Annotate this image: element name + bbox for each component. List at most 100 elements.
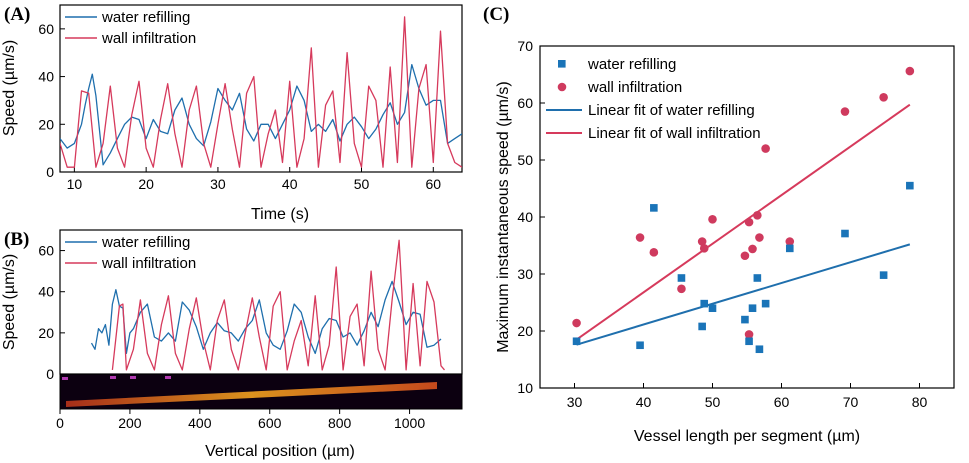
wall-infiltration-point [699,244,709,253]
wall-infiltration-point [905,66,915,76]
wall-infiltration-point [677,284,686,294]
fit-water-line [576,243,911,346]
water-refilling-point [745,337,753,346]
y-tick-label: 20 [517,323,533,339]
y-axis-label: Speed (µm/s) [1,254,18,350]
micrograph-speck [130,376,136,379]
panel-label: (C) [483,4,509,25]
water-refilling-point [755,345,764,354]
water-refilling-line [60,63,462,166]
x-tick-label: 0 [56,415,64,431]
plot-frame [59,4,463,173]
micrograph-speck [62,377,68,380]
panel-a: 0 20 40 60 10 20 30 40 50 60 water refilling wall i… [1,4,463,223]
legend-fit-water-label: Linear fit of water refilling [588,102,755,119]
x-tick-label: 80 [912,394,928,410]
x-tick-label: 50 [354,176,370,192]
wall-infiltration-point [572,318,581,328]
series-group [60,16,462,168]
y-tick-label: 10 [517,380,533,396]
water-refilling-point [748,304,757,312]
y-tick-label: 60 [517,95,533,111]
legend-fit-wall-label: Linear fit of wall infiltration [588,125,761,142]
legend-wall-label: wall infiltration [101,255,196,272]
wall-infiltration-point [755,233,764,242]
water-refilling-point [841,229,849,238]
x-tick-label: 200 [118,415,142,431]
wall-infiltration-point [753,210,762,220]
water-refilling-point [677,274,686,282]
y-tick-label: 70 [517,38,533,54]
x-tick-label: 60 [774,394,790,410]
y-tick-label: 60 [38,243,54,259]
fit-wall-line [575,103,911,341]
x-axis-label: Vessel length per segment (µm) [634,428,860,445]
y-tick-label: 20 [38,325,54,341]
wall-infiltration-line [111,239,445,371]
plot-frame [59,229,463,375]
legend: water refilling wall infiltration Linear f… [546,56,761,142]
y-tick-label: 40 [38,69,54,85]
water-refilling-point [906,181,914,190]
wall-infiltration-point [785,237,795,246]
y-axis-label: Maximum instantaneous speed (µm/s) [495,81,512,353]
water-refilling-point [753,274,762,282]
water-refilling-point [879,271,888,279]
wall-infiltration-point [761,144,770,153]
wall-infiltration-point [744,330,754,339]
wall-infiltration-line [60,16,462,168]
y-tick-label: 30 [517,266,533,282]
legend-water-label: water refilling [101,234,190,251]
panel-c: 10 20 30 40 50 60 70 30 40 50 60 70 80 water refillin… [483,4,955,445]
wall-infiltration-point [708,214,717,224]
wall-infiltration-point [748,244,757,254]
wall-infiltration-point [740,251,750,261]
legend: water refilling wall infiltration [65,234,196,272]
panel-label: (A) [4,4,30,25]
x-tick-label: 40 [282,176,298,192]
water-refilling-point [785,244,794,253]
wall-infiltration-point [649,248,659,257]
legend-wall-label: wall infiltration [587,79,682,96]
micrograph-speck [165,376,171,379]
x-tick-label: 400 [188,415,212,431]
x-tick-label: 70 [843,394,859,410]
x-tick-label: 60 [425,176,441,192]
wall-infiltration-point [744,217,754,227]
wall-infiltration-point [879,93,888,102]
y-axis-label: Speed (µm/s) [1,40,18,136]
x-tick-label: 30 [210,176,226,192]
y-tick-label: 0 [46,164,54,180]
legend-wall-marker [557,82,567,92]
water-refilling-point [650,204,658,212]
y-tick-label: 0 [46,366,54,382]
wall-infiltration-point [840,107,850,116]
panel-label: (B) [4,229,29,250]
legend: water refilling wall infiltration [65,9,196,47]
x-tick-label: 1000 [394,415,425,431]
y-tick-label: 40 [517,209,533,225]
y-tick-label: 60 [38,21,54,37]
x-tick-label: 30 [567,394,583,410]
x-tick-label: 600 [258,415,282,431]
x-tick-label: 40 [636,394,652,410]
y-tick-label: 20 [38,116,54,132]
legend-water-label: water refilling [101,9,190,26]
water-refilling-point [572,337,581,346]
series-group [90,239,445,371]
legend-wall-label: wall infiltration [101,30,196,47]
x-tick-label: 10 [67,176,83,192]
water-refilling-point [761,299,770,308]
x-tick-label: 50 [705,394,721,410]
x-axis-label: Time (s) [251,206,309,223]
legend-water-label: water refilling [587,56,676,73]
y-tick-label: 50 [517,152,533,168]
water-refilling-point [708,304,717,312]
vessel-glow [66,382,437,407]
wall-infiltration-point [697,237,707,246]
water-refilling-point [698,322,706,331]
water-refilling-line [90,280,442,355]
water-refilling-point [636,341,644,350]
